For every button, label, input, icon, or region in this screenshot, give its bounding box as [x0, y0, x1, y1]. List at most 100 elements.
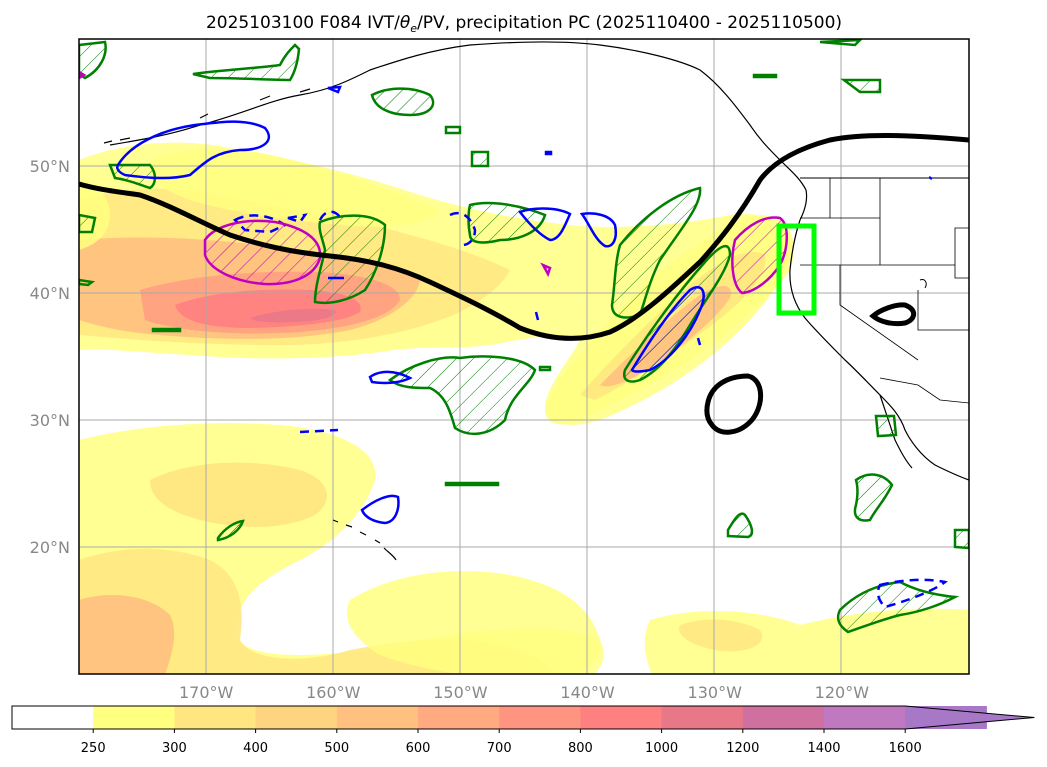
baja-coastline	[879, 394, 913, 469]
blue-contour-dashed	[449, 211, 477, 247]
ivt-trop-east-250	[346, 571, 600, 674]
green-contour	[819, 39, 863, 47]
colorbar-segment	[255, 706, 338, 729]
aleutian-islands	[103, 85, 337, 144]
green-contour	[444, 481, 500, 487]
colorbar-tick-label: 400	[243, 741, 268, 756]
us-west-coastline	[789, 219, 969, 481]
colorbar-segment	[580, 706, 663, 729]
lat-tick-label: 30°N	[30, 411, 70, 430]
colorbar-tick-label: 1400	[807, 741, 840, 756]
latitude-tick-labels: 50°N 40°N 30°N 20°N	[30, 157, 70, 557]
inland-closed-contour	[869, 302, 917, 327]
lat-tick-label: 40°N	[30, 284, 70, 303]
colorbar-extend-arrow	[905, 706, 1035, 729]
colorbar-tick-label: 500	[324, 741, 349, 756]
green-contour	[79, 278, 96, 287]
green-contour	[726, 512, 754, 539]
magenta-contour	[540, 262, 552, 278]
colorbar-tick-label: 300	[162, 741, 187, 756]
blue-contour-dashed	[299, 428, 339, 434]
green-contour	[752, 73, 778, 79]
green-contour	[853, 473, 894, 522]
green-contour	[953, 528, 969, 550]
green-contour	[874, 414, 898, 438]
green-contour	[151, 327, 182, 333]
ivt-colorbar	[11, 705, 1035, 730]
magenta-contour	[79, 70, 87, 80]
map-frame	[78, 38, 970, 675]
blue-contour	[544, 150, 553, 156]
green-contour	[79, 213, 97, 234]
lon-tick-label: 130°W	[688, 683, 743, 702]
lat-tick-label: 20°N	[30, 538, 70, 557]
colorbar-segment	[661, 706, 744, 729]
lon-tick-label: 160°W	[306, 683, 361, 702]
blue-contour	[368, 370, 413, 385]
blue-contour-dashed	[318, 210, 344, 221]
blue-contour	[360, 494, 400, 525]
green-contour	[538, 365, 552, 372]
colorbar-tick-label: 1600	[889, 741, 922, 756]
alaska-coastline	[109, 41, 781, 161]
longitude-tick-labels: 170°W 160°W 150°W 140°W 130°W 120°W	[179, 683, 869, 702]
colorbar-tick-label: 700	[487, 741, 512, 756]
pv-contours	[116, 85, 948, 609]
colorbar-tick-label: 1000	[645, 741, 678, 756]
green-contour	[192, 43, 301, 82]
mexico-border	[879, 377, 969, 404]
blue-contour	[116, 120, 271, 180]
blue-contour	[928, 175, 933, 181]
colorbar-tick-label: 250	[81, 741, 106, 756]
precipitation-region-box	[776, 223, 817, 316]
blue-contour	[630, 285, 705, 373]
canada-coastline	[779, 159, 808, 221]
green-contour	[216, 519, 245, 542]
colorbar-tick-label: 1200	[726, 741, 759, 756]
green-contour	[370, 87, 435, 117]
colorbar-segment	[12, 706, 94, 729]
blue-contour	[327, 85, 342, 94]
green-contour	[79, 40, 107, 80]
state-borders	[800, 178, 969, 361]
blue-contour	[534, 311, 540, 321]
blue-contour	[579, 212, 617, 248]
green-contour	[840, 78, 882, 94]
lon-tick-label: 150°W	[433, 683, 488, 702]
main-jet-line	[79, 133, 969, 341]
colorbar-segment	[499, 706, 581, 729]
green-contour	[444, 125, 462, 135]
blue-contour	[696, 337, 702, 346]
ivt-north-250	[149, 148, 440, 227]
ivt-se-300	[679, 619, 763, 652]
colorbar-segment	[93, 706, 175, 729]
colorbar-tick-label: 600	[406, 741, 431, 756]
green-contour	[470, 150, 490, 168]
colorbar-segment	[174, 706, 257, 729]
colorbar-segment	[824, 706, 906, 729]
colorbar-segment	[418, 706, 500, 729]
blue-contour	[518, 207, 572, 242]
great-salt-lake	[919, 279, 927, 289]
colorbar-segment	[742, 706, 825, 729]
ivt-band-1200	[250, 308, 336, 323]
colorbar-tick-label: 800	[568, 741, 593, 756]
colorbar-outline	[11, 705, 1035, 730]
colorbar-tick-labels: 250 300 400 500 600 700 800 1000 1200 1400 1600	[81, 729, 922, 756]
closed-low-contour	[704, 373, 764, 435]
ivt-trop-500	[79, 595, 175, 674]
blue-contour-dashed	[287, 213, 308, 224]
lon-tick-label: 170°W	[179, 683, 234, 702]
blue-contour-dashed	[876, 578, 948, 609]
green-contour	[467, 201, 547, 244]
hawaii-islands	[332, 519, 397, 561]
green-contour	[387, 355, 537, 436]
ivt-trop-mid-300	[150, 462, 327, 527]
lon-tick-label: 120°W	[815, 683, 870, 702]
jet-lines	[79, 133, 969, 435]
coastlines	[103, 41, 969, 561]
plot-title: 2025103100 F084 IVT/θe/PV, precipitation…	[206, 13, 842, 35]
lat-tick-label: 50°N	[30, 157, 70, 176]
green-contour	[610, 186, 702, 319]
